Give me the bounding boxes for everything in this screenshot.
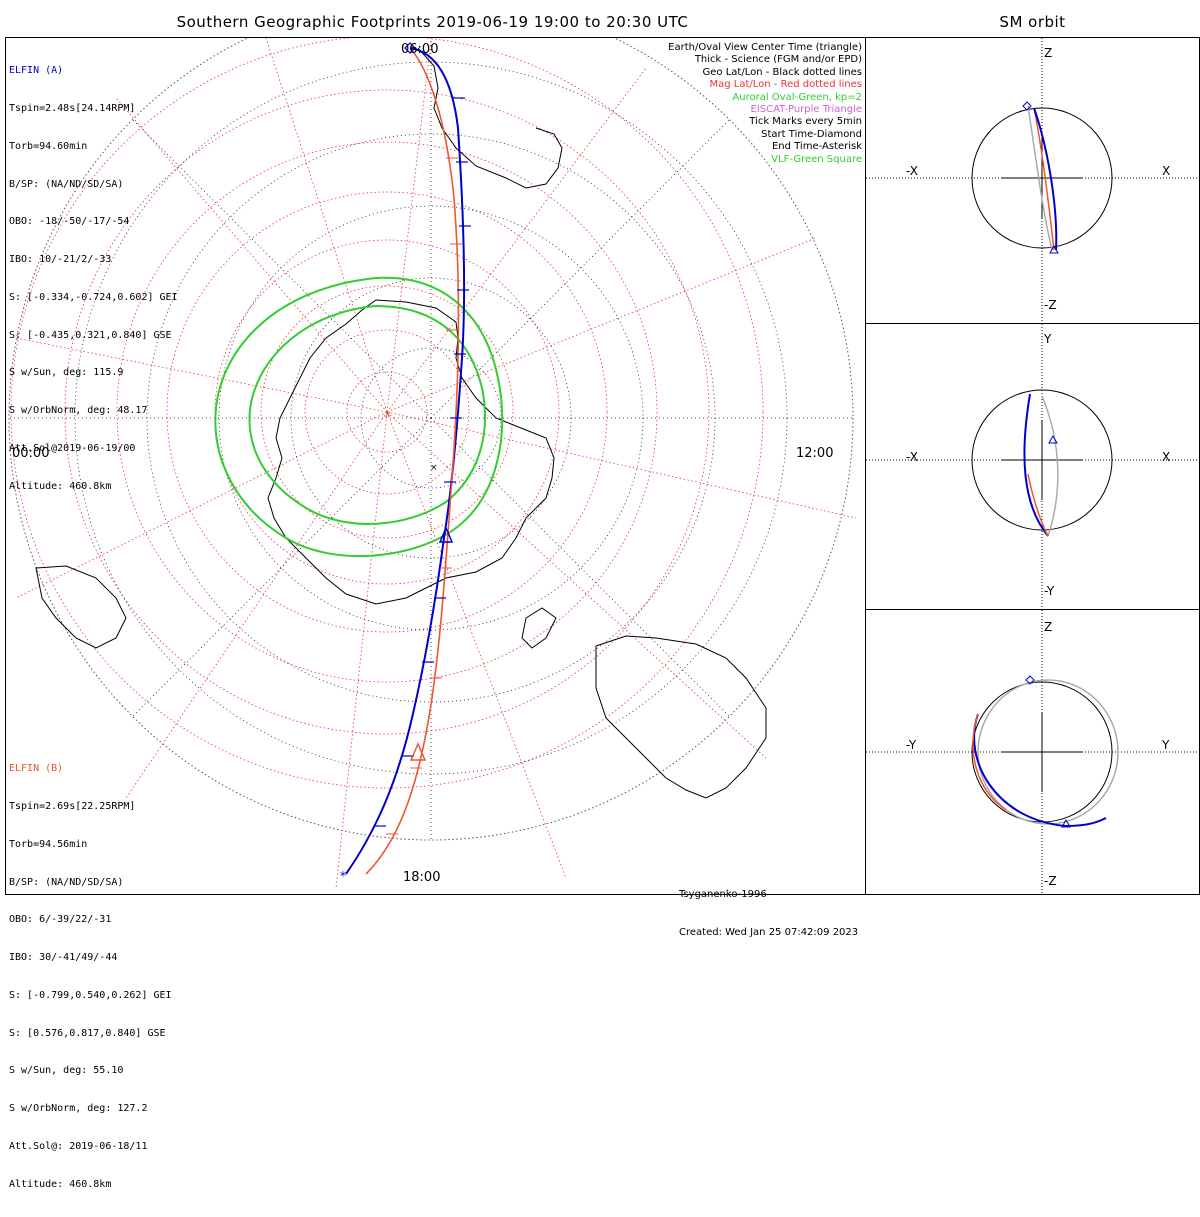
elfin-b-line: S w/OrbNorm, deg: 127.2: [9, 1103, 148, 1115]
sm-xz-label-neg-h: -X: [906, 164, 918, 178]
elfin-a-line: S w/OrbNorm, deg: 48.17: [9, 405, 148, 417]
elfin-b-view-center-triangle: [409, 742, 427, 761]
elfin-a-line: Torb=94.60min: [9, 140, 88, 152]
elfin-b-line: Att.Sol@: 2019-06-18/11: [9, 1141, 148, 1152]
antarctica-coast: [267, 299, 555, 605]
legend-item: EISCAT-Purple Triangle: [750, 104, 863, 116]
geo-pole-marker: ×: [430, 463, 438, 473]
elfin-b-line: B/SP: (NA/ND/SD/SA): [9, 876, 124, 888]
sm-xz-label-pos-v: Z: [1044, 46, 1053, 60]
clock-label-top: 06:00: [401, 42, 439, 57]
elfin-a-info: ELFIN (A) Tspin=2.48s[24.14RPM] Torb=94.…: [9, 40, 178, 519]
elfin-b-track: [365, 47, 460, 875]
footer-created: Created: Wed Jan 25 07:42:09 2023: [679, 926, 859, 938]
end-asterisk: *: [340, 869, 346, 883]
legend-item: Earth/Oval View Center Time (triangle): [668, 42, 862, 53]
sm-xz-label-neg-v: -Z: [1044, 298, 1057, 312]
elfin-b-line: S: [-0.799,0.540,0.262] GEI: [9, 989, 172, 1001]
sm-panel-xy: -X X Y -Y: [865, 323, 1200, 610]
sm-panel-yz: -Y Y Z -Z: [865, 609, 1200, 895]
elfin-a-line: S: [-0.435,0.321,0.840] GSE: [9, 329, 172, 341]
legend-item: Start Time-Diamond: [761, 128, 862, 140]
auroral-oval-outer: [214, 276, 504, 558]
earth-outline: [8, 38, 854, 841]
australia-coast: [595, 635, 767, 799]
sm-panel-yz-plot: [866, 610, 1199, 894]
elfin-b-line: IBO: 30/-41/49/-44: [9, 952, 118, 964]
clock-label-left: 00:00: [12, 446, 50, 461]
elfin-b-header: ELFIN (B): [9, 763, 64, 775]
legend-item: End Time-Asterisk: [771, 141, 862, 153]
elfin-b-line: S w/Sun, deg: 55.10: [9, 1065, 124, 1077]
elfin-a-line: Att.Sol@2019-06-19/00: [9, 443, 136, 454]
sm-yz-label-neg-v: -Z: [1044, 874, 1057, 888]
mag-pole-marker: ×: [384, 410, 392, 420]
plot-title: Southern Geographic Footprints 2019-06-1…: [176, 13, 689, 31]
start-diamond: [404, 42, 416, 54]
sm-yz-label-pos-v: Z: [1044, 620, 1053, 634]
elfin-a-line: Tspin=2.48s[24.14RPM]: [9, 102, 136, 114]
mag-lon-lines: [15, 38, 857, 889]
legend: Earth/Oval View Center Time (triangle) T…: [668, 42, 862, 166]
sm-yz-label-neg-h: -Y: [906, 738, 917, 752]
elfin-b-line: Torb=94.56min: [9, 838, 88, 850]
sm-panel-xy-plot: [866, 324, 1199, 609]
elfin-a-line: IBO: 10/-21/2/-33: [9, 254, 112, 266]
footprint-map-panel: × ×: [5, 37, 866, 1190]
africa-coast: [35, 565, 127, 649]
elfin-a-line: OBO: -18/-50/-17/-54: [9, 216, 130, 228]
geo-lon-lines: [9, 38, 853, 840]
elfin-a-track: [345, 47, 466, 875]
footer-model: Tsyganenko-1996: [679, 889, 767, 900]
clock-label-bottom: 18:00: [403, 870, 441, 885]
elfin-a-header: ELFIN (A): [9, 65, 64, 77]
sm-xz-label-pos-h: X: [1162, 164, 1171, 178]
sm-xy-label-pos-h: X: [1162, 450, 1171, 464]
clock-label-right: 12:00: [796, 446, 834, 461]
legend-item: Mag Lat/Lon - Red dotted lines: [709, 79, 862, 91]
footer: Tsyganenko-1996 Created: Wed Jan 25 07:4…: [679, 864, 858, 964]
elfin-b-ticks: [386, 157, 462, 835]
nz-coast: [521, 607, 557, 649]
elfin-a-view-center-triangle: [438, 526, 454, 543]
elfin-a-line: Altitude: 460.8km: [9, 480, 112, 492]
elfin-b-line: S: [0.576,0.817,0.840] GSE: [9, 1027, 166, 1039]
sm-panel-xz-plot: [866, 38, 1199, 323]
elfin-a-line: S: [-0.334,-0.724,0.602] GEI: [9, 291, 178, 303]
elfin-a-line: B/SP: (NA/ND/SD/SA): [9, 178, 124, 190]
auroral-ovals: [214, 276, 504, 558]
elfin-b-line: Altitude: 460.8km: [9, 1178, 112, 1190]
elfin-b-line: Tspin=2.69s[22.25RPM]: [9, 800, 136, 812]
legend-item: Tick Marks every 5min: [749, 116, 862, 128]
legend-item: VLF-Green Square: [771, 153, 862, 165]
sm-xy-label-pos-v: Y: [1044, 332, 1052, 346]
legend-item: Geo Lat/Lon - Black dotted lines: [702, 66, 862, 78]
sm-panel-xz: -X X Z -Z: [865, 37, 1200, 324]
sm-orbit-title: SM orbit: [999, 13, 1066, 31]
footprint-map: × ×: [8, 38, 857, 889]
legend-item: Auroral Oval-Green, kp=2: [732, 91, 862, 103]
elfin-a-line: S w/Sun, deg: 115.9: [9, 367, 124, 379]
elfin-a-ticks: [374, 97, 471, 827]
coastlines: [35, 47, 767, 799]
sm-xy-label-neg-v: -Y: [1044, 584, 1055, 598]
south-america-coast: [417, 47, 563, 189]
elfin-b-info: ELFIN (B) Tspin=2.69s[22.25RPM] Torb=94.…: [9, 738, 172, 1217]
legend-item: Thick - Science (FGM and/or EPD): [694, 54, 862, 66]
sm-yz-label-pos-h: Y: [1162, 738, 1170, 752]
auroral-oval-inner: [248, 304, 486, 525]
sm-xy-label-neg-h: -X: [906, 450, 918, 464]
elfin-b-line: OBO: 6/-39/22/-31: [9, 914, 112, 926]
